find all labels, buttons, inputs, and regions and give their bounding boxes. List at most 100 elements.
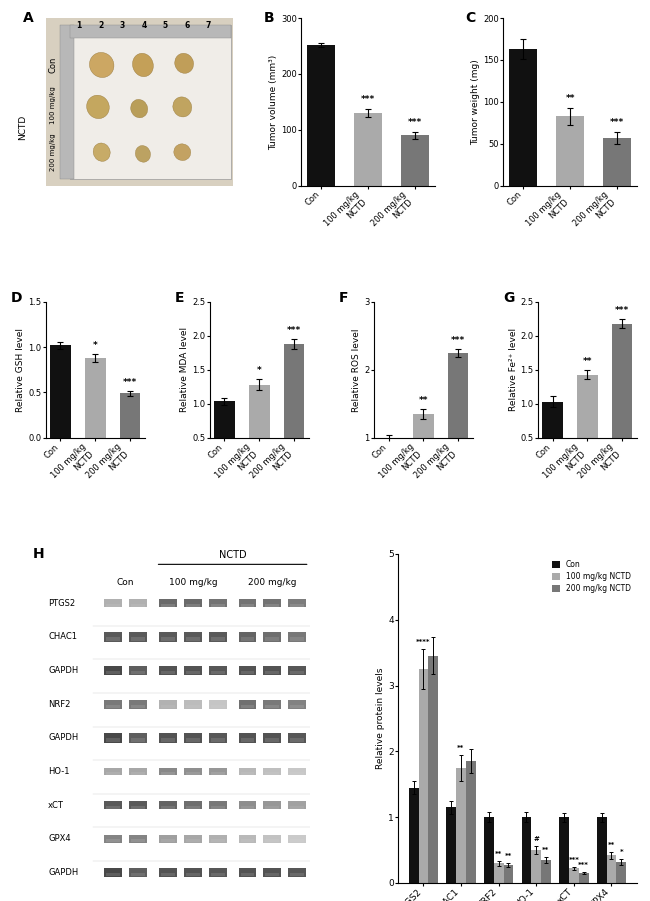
Bar <box>184 666 202 676</box>
Bar <box>265 738 280 742</box>
Bar <box>70 24 231 38</box>
Text: 6: 6 <box>185 21 190 30</box>
Y-axis label: Relative ROS level: Relative ROS level <box>352 328 361 412</box>
Bar <box>84 358 106 438</box>
Text: 1: 1 <box>77 21 82 30</box>
Bar <box>240 738 255 742</box>
Bar <box>504 865 514 883</box>
Text: **: ** <box>582 357 592 366</box>
Bar <box>263 801 281 809</box>
Text: 5: 5 <box>163 21 168 30</box>
Bar <box>159 834 177 843</box>
Bar <box>378 438 399 505</box>
Text: **: ** <box>495 851 502 857</box>
Bar <box>209 599 227 607</box>
Text: **: ** <box>505 852 512 859</box>
Text: GAPDH: GAPDH <box>48 733 79 742</box>
Bar <box>161 604 175 606</box>
Bar <box>129 666 147 676</box>
Text: 3: 3 <box>120 21 125 30</box>
Bar <box>263 633 281 642</box>
Bar <box>291 805 304 808</box>
Bar <box>107 839 120 842</box>
Bar <box>161 738 175 742</box>
Bar <box>616 862 626 883</box>
Bar <box>107 705 120 708</box>
Bar <box>509 49 538 186</box>
Bar <box>265 671 280 674</box>
Text: **: ** <box>566 94 575 103</box>
Y-axis label: Relative Fe²⁺ level: Relative Fe²⁺ level <box>508 328 517 412</box>
Bar <box>105 666 122 676</box>
Text: 100 mg/kg: 100 mg/kg <box>50 86 56 124</box>
Bar <box>263 700 281 709</box>
Bar <box>354 113 382 186</box>
Bar <box>239 666 257 676</box>
Bar <box>448 353 469 505</box>
Bar <box>184 633 202 642</box>
Bar <box>569 869 578 883</box>
Bar <box>60 24 73 179</box>
Text: NRF2: NRF2 <box>48 700 70 709</box>
Text: *: * <box>619 850 623 855</box>
Bar <box>214 401 235 472</box>
Bar <box>184 768 202 776</box>
Bar <box>209 733 227 742</box>
Bar <box>184 801 202 809</box>
Bar <box>409 787 419 883</box>
Text: ***: *** <box>361 96 375 105</box>
Text: GAPDH: GAPDH <box>48 666 79 675</box>
Bar <box>240 671 255 674</box>
Legend: Con, 100 mg/kg NCTD, 200 mg/kg NCTD: Con, 100 mg/kg NCTD, 200 mg/kg NCTD <box>550 558 633 596</box>
Bar <box>211 738 225 742</box>
Bar <box>240 637 255 641</box>
Bar <box>289 768 306 776</box>
Bar <box>209 834 227 843</box>
Bar <box>50 345 71 438</box>
Bar <box>186 604 200 606</box>
Text: *: * <box>93 341 98 350</box>
Bar <box>291 705 304 708</box>
Ellipse shape <box>86 96 109 119</box>
Text: E: E <box>175 291 184 305</box>
Bar <box>428 656 438 883</box>
Bar <box>131 738 145 742</box>
Text: ***: *** <box>615 306 629 315</box>
Text: GPX4: GPX4 <box>48 834 71 843</box>
Text: Con: Con <box>49 57 57 73</box>
Bar <box>289 599 306 607</box>
Bar <box>603 138 631 186</box>
Text: ***: *** <box>578 862 589 868</box>
Bar <box>105 633 122 642</box>
Bar <box>161 772 175 775</box>
Text: G: G <box>503 291 514 305</box>
Bar <box>263 666 281 676</box>
Bar <box>289 700 306 709</box>
Text: **: ** <box>458 745 465 751</box>
Text: *: * <box>257 366 261 375</box>
Bar <box>265 805 280 808</box>
Bar <box>484 817 494 883</box>
Bar <box>541 860 551 883</box>
Bar <box>209 768 227 776</box>
Ellipse shape <box>90 52 114 77</box>
Text: 2: 2 <box>98 21 103 30</box>
Y-axis label: Tumor weight (mg): Tumor weight (mg) <box>471 59 480 145</box>
Bar <box>159 801 177 809</box>
Ellipse shape <box>135 146 151 162</box>
Text: #: # <box>533 836 540 842</box>
Bar <box>161 705 175 708</box>
Ellipse shape <box>175 53 194 73</box>
Text: 200 mg/kg: 200 mg/kg <box>50 133 56 171</box>
Bar <box>239 834 257 843</box>
Bar <box>159 666 177 676</box>
Ellipse shape <box>133 53 153 77</box>
Bar <box>291 738 304 742</box>
Bar <box>159 733 177 742</box>
Text: **: ** <box>542 847 550 852</box>
Bar <box>186 873 200 877</box>
Bar <box>263 868 281 878</box>
Bar <box>265 772 280 775</box>
Bar <box>186 637 200 641</box>
Bar <box>211 671 225 674</box>
